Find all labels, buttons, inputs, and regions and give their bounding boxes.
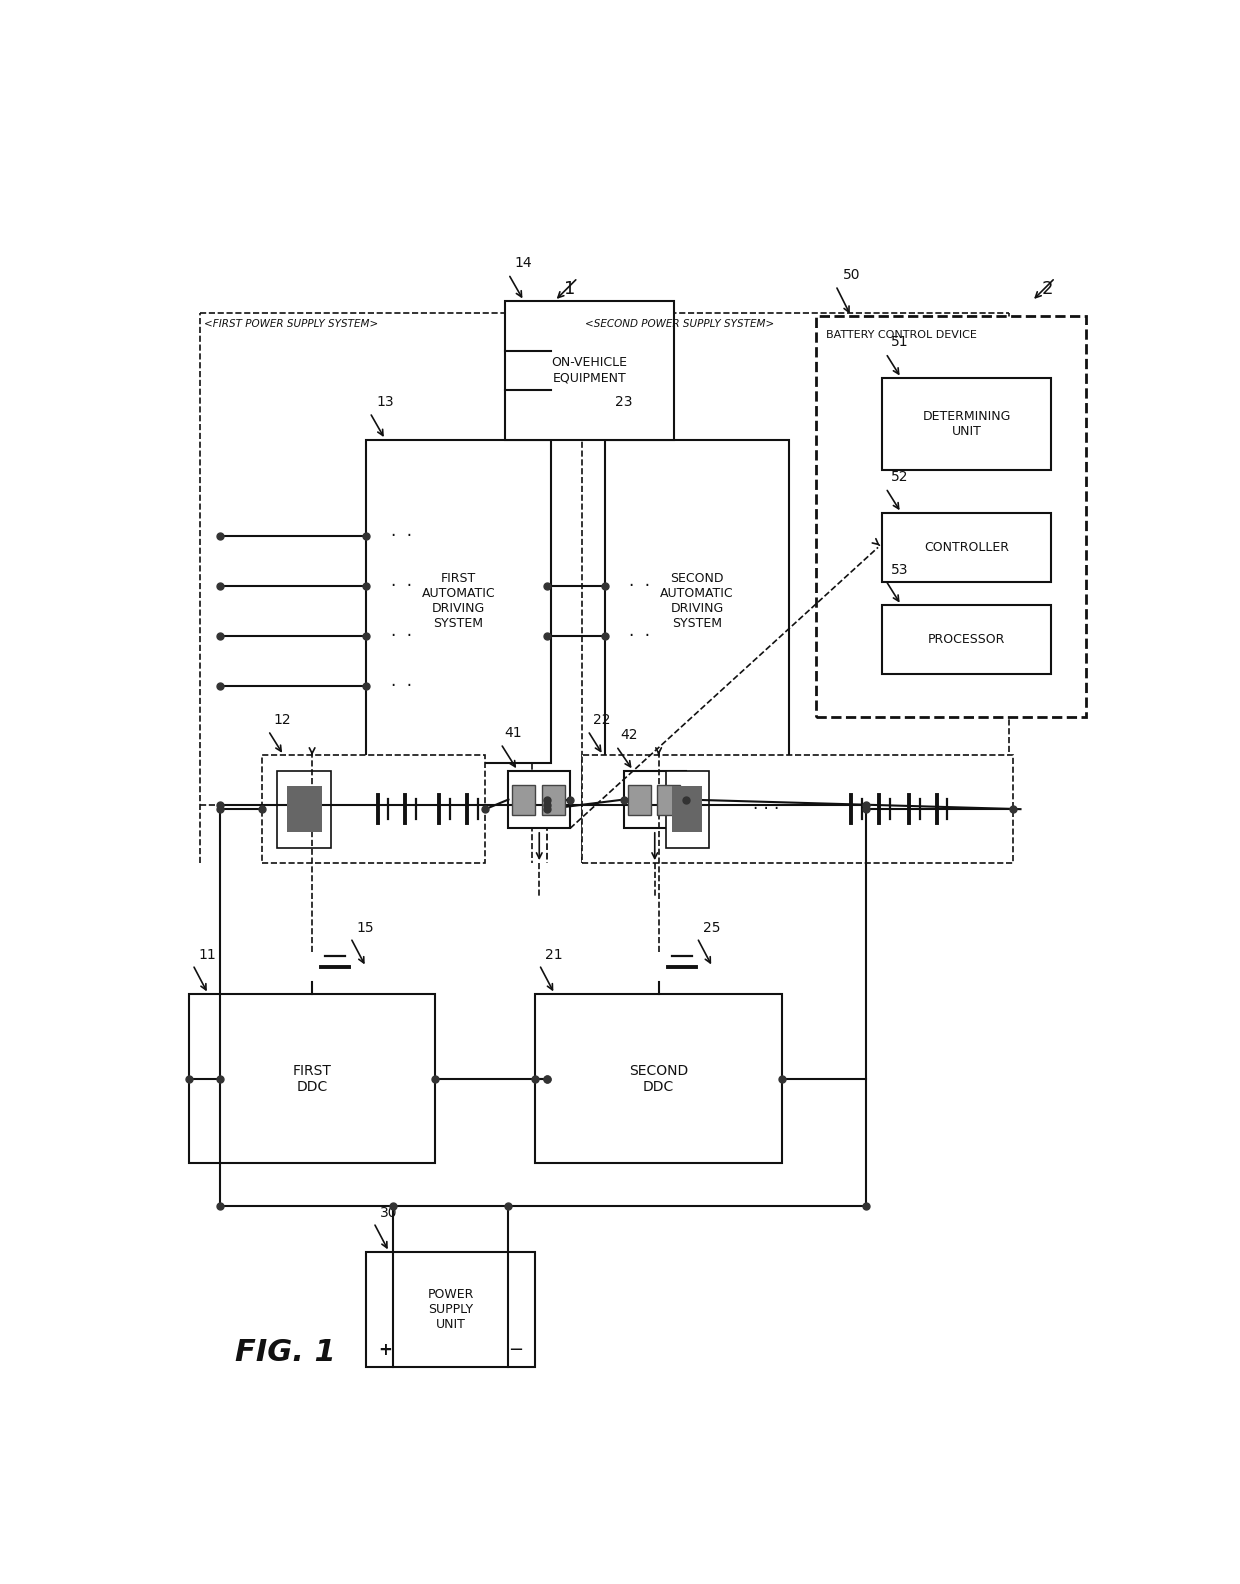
Text: 12: 12 — [274, 713, 291, 727]
Bar — [582, 756, 1013, 863]
Bar — [672, 786, 703, 832]
Bar — [816, 317, 1086, 716]
Text: 21: 21 — [546, 947, 563, 961]
Text: DETERMINING
UNIT: DETERMINING UNIT — [923, 410, 1011, 439]
Text: 42: 42 — [620, 729, 637, 743]
Text: ·  ·: · · — [630, 577, 650, 596]
Text: ·  ·: · · — [391, 627, 412, 645]
Text: BATTERY CONTROL DEVICE: BATTERY CONTROL DEVICE — [826, 329, 977, 341]
Bar — [882, 379, 1052, 470]
Text: FIG. 1: FIG. 1 — [236, 1338, 336, 1367]
Text: POWER
SUPPLY
UNIT: POWER SUPPLY UNIT — [428, 1288, 474, 1331]
Text: 14: 14 — [515, 257, 532, 271]
Text: CONTROLLER: CONTROLLER — [924, 540, 1009, 554]
Text: +: + — [378, 1342, 392, 1359]
Bar — [657, 786, 681, 814]
Text: 41: 41 — [505, 725, 522, 740]
Bar — [882, 605, 1052, 675]
Text: PROCESSOR: PROCESSOR — [928, 634, 1006, 646]
Text: FIRST
AUTOMATIC
DRIVING
SYSTEM: FIRST AUTOMATIC DRIVING SYSTEM — [422, 572, 495, 630]
Text: 30: 30 — [379, 1205, 397, 1220]
Text: ON-VEHICLE
EQUIPMENT: ON-VEHICLE EQUIPMENT — [552, 356, 627, 385]
Text: 13: 13 — [376, 394, 393, 409]
Text: 52: 52 — [892, 470, 909, 485]
Text: ·  ·: · · — [391, 577, 412, 596]
Text: 15: 15 — [357, 920, 374, 935]
Text: SECOND
DDC: SECOND DDC — [629, 1063, 688, 1095]
Text: FIRST
DDC: FIRST DDC — [293, 1063, 331, 1095]
Text: · · ·: · · · — [753, 800, 780, 819]
Text: <FIRST POWER SUPPLY SYSTEM>: <FIRST POWER SUPPLY SYSTEM> — [205, 318, 378, 328]
Text: ·  ·: · · — [391, 527, 412, 545]
Text: 23: 23 — [615, 394, 632, 409]
Text: 2: 2 — [1042, 280, 1053, 298]
Bar — [627, 786, 651, 814]
Text: ·  ·: · · — [630, 627, 650, 645]
Text: 51: 51 — [892, 336, 909, 350]
Bar — [366, 439, 551, 763]
Bar — [605, 439, 790, 763]
Text: SECOND
AUTOMATIC
DRIVING
SYSTEM: SECOND AUTOMATIC DRIVING SYSTEM — [660, 572, 734, 630]
Text: 25: 25 — [703, 920, 720, 935]
Text: 53: 53 — [892, 562, 909, 577]
Text: −: − — [508, 1342, 523, 1359]
Text: 22: 22 — [593, 713, 610, 727]
Text: 1: 1 — [564, 280, 575, 298]
Bar — [505, 301, 675, 439]
Bar — [512, 786, 536, 814]
Bar — [188, 995, 435, 1163]
Bar — [262, 756, 485, 863]
Bar — [666, 771, 708, 847]
Bar — [882, 513, 1052, 581]
Text: 11: 11 — [198, 947, 217, 961]
Bar — [624, 771, 686, 828]
Text: ·  ·: · · — [391, 676, 412, 695]
Bar — [286, 786, 322, 832]
Bar — [508, 771, 570, 828]
Text: <SECOND POWER SUPPLY SYSTEM>: <SECOND POWER SUPPLY SYSTEM> — [585, 318, 775, 328]
Text: 50: 50 — [843, 268, 861, 282]
Bar — [366, 1251, 536, 1367]
Bar — [542, 786, 564, 814]
Bar — [536, 995, 781, 1163]
Bar — [278, 771, 331, 847]
